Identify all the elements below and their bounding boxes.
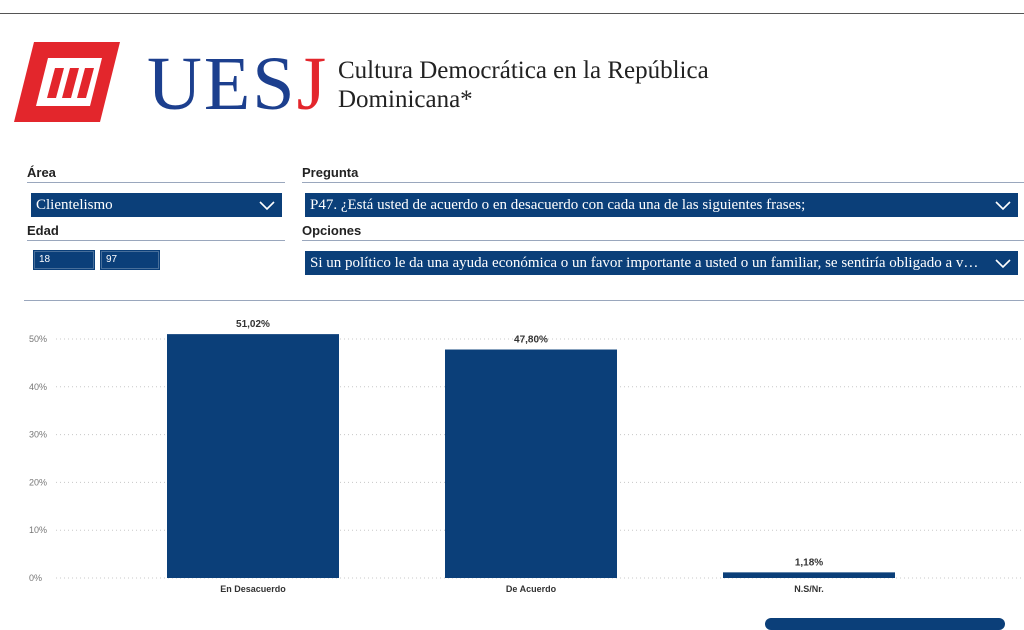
uesj-logo-mark [14,42,120,122]
pregunta-dropdown[interactable]: P47. ¿Está usted de acuerdo o en desacue… [305,193,1018,217]
x-tick-label: N.S/Nr. [794,584,824,594]
opciones-dropdown[interactable]: Si un político le da una ayuda económica… [305,251,1018,275]
chevron-down-icon [259,201,275,211]
y-tick-label: 0% [29,573,42,583]
area-label: Área [27,165,56,180]
edad-rule [27,240,285,241]
y-tick-label: 30% [29,430,47,440]
opciones-rule [302,240,1024,241]
area-value: Clientelismo [36,197,113,213]
bar-2[interactable] [445,349,617,578]
bottom-button[interactable] [765,618,1005,630]
uesj-logo-text: UESJ [147,42,329,126]
pregunta-label: Pregunta [302,165,359,180]
pregunta-rule [302,182,1024,183]
edad-max-input[interactable]: 97 [100,250,160,270]
section-divider [24,300,1024,301]
y-tick-label: 40% [29,382,47,392]
area-dropdown[interactable]: Clientelismo [31,193,282,217]
x-tick-label: En Desacuerdo [220,584,286,594]
bar-1[interactable] [167,334,339,578]
chevron-down-icon [995,259,1011,269]
bar-3[interactable] [723,572,895,578]
data-label: 1,18% [795,557,823,568]
page-title: Cultura Democrática en la República Domi… [338,57,709,113]
top-rule [0,13,1024,14]
y-tick-label: 10% [29,525,47,535]
chevron-down-icon [995,201,1011,211]
area-rule [27,182,285,183]
x-tick-label: De Acuerdo [506,584,557,594]
y-tick-label: 20% [29,477,47,487]
opciones-value: Si un político le da una ayuda económica… [310,255,1018,271]
bar-chart: 0% 10% 20% 30% 40% 50% 51,02% En Desacuerdo 47,8… [29,319,1024,594]
edad-min-input[interactable]: 18 [33,250,95,270]
y-tick-label: 50% [29,334,47,344]
data-label: 47,80% [514,335,548,346]
opciones-label: Opciones [302,223,362,238]
data-label: 51,02% [236,319,270,330]
edad-label: Edad [27,223,59,238]
pregunta-value: P47. ¿Está usted de acuerdo o en desacue… [310,197,806,213]
